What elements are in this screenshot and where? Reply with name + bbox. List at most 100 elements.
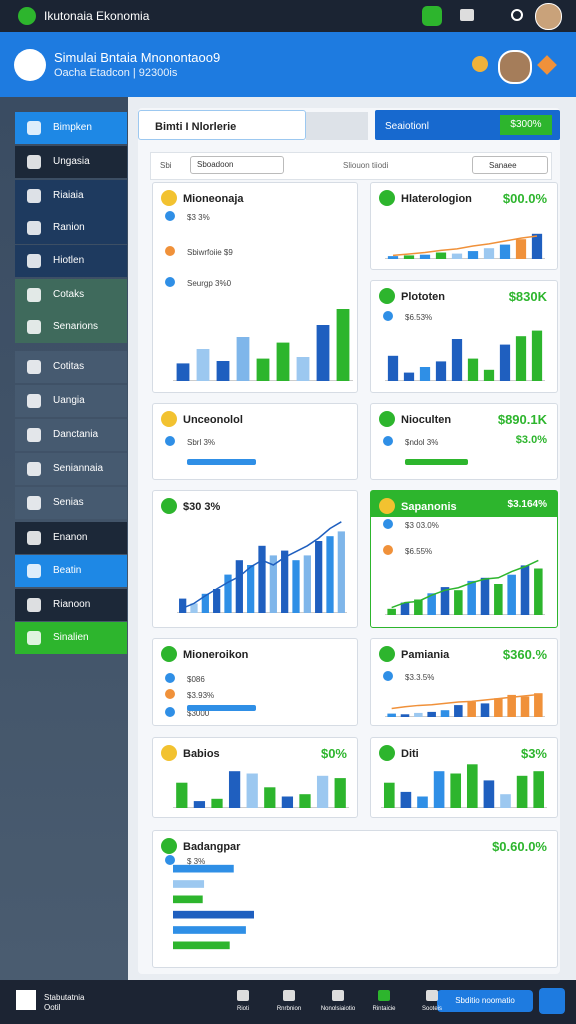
bar	[173, 941, 230, 950]
line-icon	[165, 436, 175, 446]
card-line: $086	[187, 675, 205, 684]
action-label: Seaiotionl	[385, 121, 429, 132]
sidebar-item[interactable]: Rianoon	[15, 589, 127, 621]
bar	[515, 336, 527, 381]
sidebar-item[interactable]: Seniannaia	[15, 453, 127, 485]
bar	[316, 775, 329, 808]
sidebar-item[interactable]: Enanon	[15, 522, 127, 554]
bar	[419, 254, 431, 259]
bar	[387, 713, 396, 717]
trend-line	[392, 235, 538, 257]
tab[interactable]	[138, 110, 306, 140]
sidebar-item[interactable]: Sinalien	[15, 622, 127, 654]
nav-label: Nonolsiaiotio	[320, 1006, 356, 1012]
footer-title: Stabutatnia	[44, 993, 85, 1002]
sidebar-item[interactable]: Hiotlen	[15, 245, 127, 277]
card-value: $0.60.0%	[492, 839, 547, 854]
bar	[224, 574, 232, 613]
sidebar-item[interactable]: Danctania	[15, 419, 127, 451]
filter-link[interactable]: Sliouon tiiodi	[343, 161, 389, 170]
sidebar-item[interactable]: Cotaks	[15, 279, 127, 311]
action-value: $300%	[500, 115, 552, 135]
card-icon	[161, 646, 177, 662]
card-icon	[379, 288, 395, 304]
sidebar-item[interactable]: Senias	[15, 487, 127, 519]
bar	[520, 565, 530, 615]
bar	[211, 798, 223, 808]
bar	[213, 589, 221, 613]
status-icon[interactable]	[422, 6, 442, 26]
bottom-button[interactable]: Sbditio noomatio	[437, 990, 533, 1012]
bar	[499, 244, 511, 259]
trend-line	[182, 521, 342, 609]
nav-icon[interactable]	[378, 990, 390, 1001]
card: Nioculten $890.1K $3.0% $ndol 3%	[370, 403, 558, 480]
card: $30 3%	[152, 490, 358, 628]
card-title: Pamiania	[401, 649, 450, 661]
sidebar-item[interactable]: Cotitas	[15, 351, 127, 383]
nav-icon[interactable]	[332, 990, 344, 1001]
bar	[258, 545, 266, 613]
nav-icon[interactable]	[283, 990, 295, 1001]
card-icon	[161, 745, 177, 761]
bar	[400, 602, 410, 615]
card-value: $00.0%	[502, 191, 547, 206]
sidebar-item[interactable]: Riaiaia	[15, 180, 127, 212]
mini-chart	[385, 330, 545, 381]
filter-button[interactable]: Sanaee	[472, 156, 548, 174]
sidebar-icon	[27, 155, 41, 169]
bar	[173, 864, 234, 873]
sidebar-item[interactable]: Uangia	[15, 385, 127, 417]
avatar[interactable]	[535, 3, 562, 30]
line-icon	[165, 277, 175, 287]
sidebar-icon	[27, 221, 41, 235]
bar	[256, 358, 270, 381]
bottom-bar: Stabutatnia Ootil Sbditio noomatio Rioti…	[0, 980, 576, 1024]
mini-chart	[173, 771, 349, 808]
card: Mioneroikon $086 $3.93% $3000	[152, 638, 358, 726]
avatar[interactable]	[498, 50, 532, 84]
bar	[281, 796, 294, 808]
card-line: $ 3%	[187, 857, 206, 866]
card: Hlaterologion $00.0%	[370, 182, 558, 270]
nav-icon[interactable]	[237, 990, 249, 1001]
notification-icon[interactable]	[460, 9, 474, 21]
bar	[433, 771, 445, 808]
card-value: $0%	[320, 746, 347, 761]
mini-chart	[385, 233, 545, 259]
bar	[315, 541, 323, 613]
tab-label: Bimti I Nlorlerie	[155, 121, 237, 133]
sidebar-item[interactable]: Ungasia	[15, 146, 127, 178]
bar	[534, 693, 543, 717]
footer-icon	[16, 990, 36, 1010]
bar	[173, 910, 254, 919]
bar	[480, 577, 490, 615]
sidebar-item[interactable]: Beatin	[15, 555, 127, 587]
line-icon	[165, 673, 175, 683]
card-icon	[161, 838, 177, 854]
sidebar-item[interactable]: Bimpken	[15, 112, 127, 144]
sidebar-icon	[27, 631, 41, 645]
bar	[176, 363, 190, 381]
card-line: $3000	[187, 709, 210, 718]
settings-icon[interactable]	[537, 55, 557, 75]
sidebar-item[interactable]: Ranion	[15, 212, 127, 244]
card-title: Diti	[401, 748, 419, 760]
card-value: $830K	[508, 289, 547, 304]
bar	[467, 251, 479, 259]
bar	[466, 764, 478, 808]
card-icon	[379, 646, 395, 662]
alert-icon[interactable]	[472, 56, 488, 72]
filter-select[interactable]: Sboadoon	[190, 156, 284, 174]
clock-icon[interactable]	[511, 9, 523, 21]
sidebar-icon	[27, 428, 41, 442]
nav-icon[interactable]	[426, 990, 438, 1001]
card-icon	[379, 745, 395, 761]
dropdown[interactable]	[306, 112, 368, 140]
card-title: Unceonolol	[183, 414, 243, 426]
bar	[235, 560, 243, 613]
bar	[296, 357, 310, 381]
sidebar-item[interactable]: Senarions	[15, 311, 127, 343]
bar	[419, 367, 431, 381]
bottom-icon-button[interactable]	[539, 988, 565, 1014]
